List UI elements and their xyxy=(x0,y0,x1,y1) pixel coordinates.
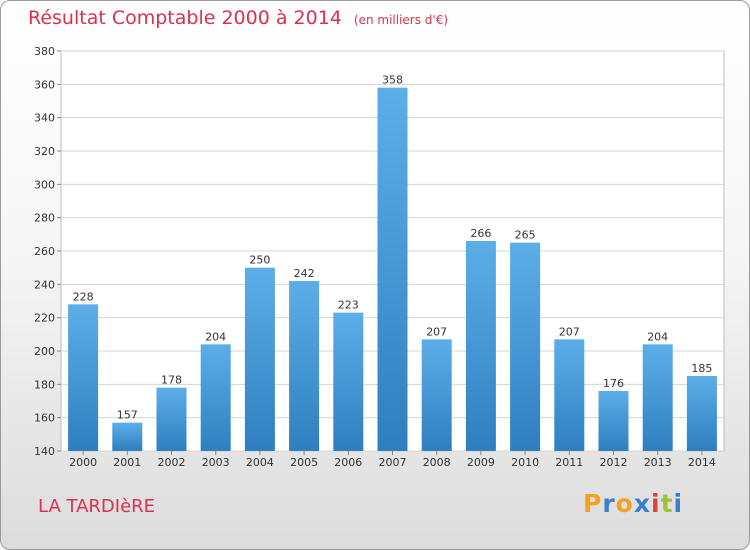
y-tick-label: 300 xyxy=(34,178,55,191)
bar-2011 xyxy=(554,339,585,451)
bar-2014 xyxy=(686,376,717,451)
value-label-2003: 204 xyxy=(205,330,226,343)
x-tick-label: 2002 xyxy=(158,456,186,469)
logo-letter: r xyxy=(602,489,616,518)
commune-name: LA TARDIèRE xyxy=(38,496,156,517)
bar-2001 xyxy=(112,422,143,451)
value-label-2009: 266 xyxy=(470,227,491,240)
value-label-2014: 185 xyxy=(691,362,712,375)
y-tick-label: 360 xyxy=(34,78,55,91)
logo-letter: i xyxy=(651,489,661,518)
y-tick-label: 180 xyxy=(34,378,55,391)
value-label-2000: 228 xyxy=(73,290,94,303)
value-label-2007: 358 xyxy=(382,74,403,87)
proxiti-logo[interactable]: Proxiti xyxy=(583,489,683,518)
y-tick-label: 380 xyxy=(34,45,55,58)
logo-letter: t xyxy=(660,489,674,518)
bar-2006 xyxy=(333,312,364,451)
bar-2013 xyxy=(642,344,673,451)
value-label-2011: 207 xyxy=(559,325,580,338)
value-label-2012: 176 xyxy=(603,377,624,390)
chart-title: Résultat Comptable 2000 à 2014 xyxy=(28,7,342,29)
bar-2009 xyxy=(465,241,496,451)
logo-letter: i xyxy=(673,489,684,518)
bar-2008 xyxy=(421,339,452,451)
x-tick-label: 2014 xyxy=(688,456,716,469)
bar-2010 xyxy=(510,242,541,451)
logo-letter: x xyxy=(633,489,651,518)
value-label-2006: 223 xyxy=(338,299,359,312)
title-row: Résultat Comptable 2000 à 2014 (en millie… xyxy=(28,7,448,29)
x-tick-label: 2006 xyxy=(334,456,362,469)
bar-2003 xyxy=(200,344,231,451)
bar-2002 xyxy=(156,387,187,451)
y-tick-label: 220 xyxy=(34,312,55,325)
logo-letter: P xyxy=(583,489,603,518)
x-tick-label: 2003 xyxy=(202,456,230,469)
y-tick-label: 140 xyxy=(34,445,55,458)
x-tick-label: 2004 xyxy=(246,456,274,469)
y-tick-label: 280 xyxy=(34,212,55,225)
x-tick-label: 2011 xyxy=(555,456,583,469)
value-label-2001: 157 xyxy=(117,409,138,422)
x-tick-label: 2000 xyxy=(69,456,97,469)
y-tick-label: 320 xyxy=(34,145,55,158)
value-label-2008: 207 xyxy=(426,325,447,338)
bars: 228 157 178 204 250 242 223 358 207 266 265 207 176 2… xyxy=(68,74,717,452)
x-tick-label: 2005 xyxy=(290,456,318,469)
y-tick-label: 200 xyxy=(34,345,55,358)
y-tick-label: 260 xyxy=(34,245,55,258)
value-label-2013: 204 xyxy=(647,330,668,343)
x-tick-label: 2001 xyxy=(113,456,141,469)
y-tick-label: 340 xyxy=(34,112,55,125)
x-tick-label: 2012 xyxy=(600,456,628,469)
bar-2005 xyxy=(289,281,320,451)
y-tick-label: 160 xyxy=(34,412,55,425)
x-tick-label: 2008 xyxy=(423,456,451,469)
x-tick-label: 2013 xyxy=(644,456,672,469)
y-axis-ticks: 140 160 180 200 220 240 260 280 300 320 340 360 380 xyxy=(34,45,61,458)
x-axis-ticks: 2000 2001 2002 2003 2004 2005 2006 2007 2008 2009… xyxy=(69,451,716,469)
bar-2007 xyxy=(377,87,408,452)
value-label-2002: 178 xyxy=(161,374,182,387)
logo-letter: o xyxy=(615,489,634,518)
x-tick-label: 2010 xyxy=(511,456,539,469)
value-label-2004: 250 xyxy=(249,254,270,267)
bar-2000 xyxy=(68,304,99,451)
value-label-2005: 242 xyxy=(294,267,315,280)
chart-subtitle: (en milliers d'€) xyxy=(353,13,449,27)
bar-2004 xyxy=(244,267,275,451)
value-label-2010: 265 xyxy=(515,229,536,242)
x-tick-label: 2009 xyxy=(467,456,495,469)
x-tick-label: 2007 xyxy=(379,456,407,469)
y-tick-label: 240 xyxy=(34,278,55,291)
bar-2012 xyxy=(598,391,629,451)
